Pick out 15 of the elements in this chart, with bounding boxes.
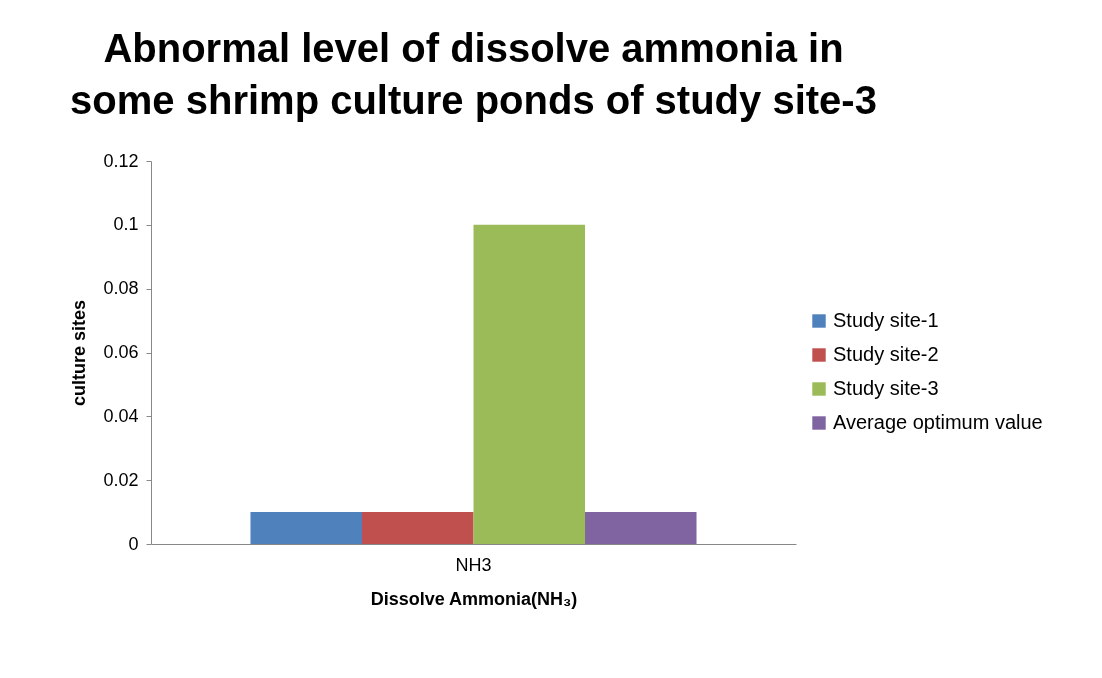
y-tick-label: 0 bbox=[128, 533, 139, 554]
chart-title: Abnormal level of dissolve ammonia in some shrimp culture ponds of study site-3 bbox=[70, 26, 877, 122]
legend-label: Average optimum value bbox=[833, 411, 1043, 433]
legend-label: Study site-1 bbox=[833, 309, 939, 331]
y-tick-label: 0.1 bbox=[113, 214, 139, 235]
x-tick-label: NH3 bbox=[455, 554, 492, 575]
y-tick-label: 0.02 bbox=[103, 469, 139, 490]
y-tick-label: 0.04 bbox=[103, 405, 139, 426]
y-tick-label: 0.12 bbox=[103, 150, 139, 171]
legend-label: Study site-3 bbox=[833, 377, 939, 399]
y-tick-label: 0.08 bbox=[103, 278, 139, 299]
y-tick-label: 0.06 bbox=[103, 342, 139, 362]
legend-label: Study site-2 bbox=[833, 343, 939, 365]
x-axis-title: Dissolve Ammonia(NH₃) bbox=[370, 588, 578, 609]
y-axis-title: culture sites bbox=[69, 299, 90, 407]
